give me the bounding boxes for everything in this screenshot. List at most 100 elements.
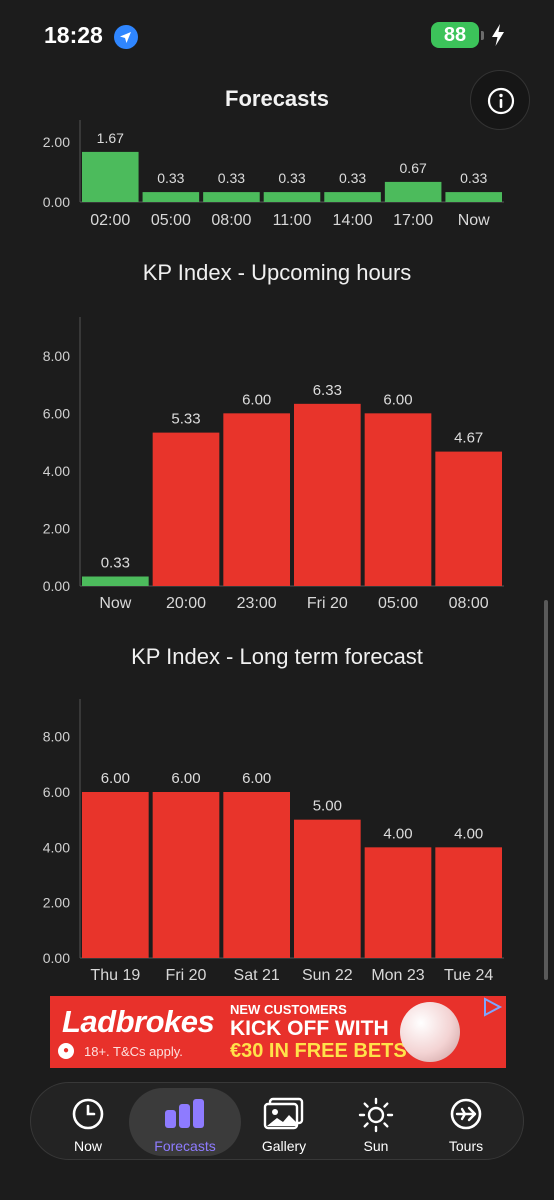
battery-indicator: 88 [431,22,479,48]
bar-value-label: 6.00 [242,391,271,408]
x-tick-label: Now [99,595,131,612]
y-tick-label: 0.00 [43,194,70,210]
bar [324,192,381,202]
bar-value-label: 6.33 [313,382,342,399]
bar-value-label: 6.00 [101,770,130,787]
status-time: 18:28 [44,22,103,48]
charging-bolt-icon [490,23,506,52]
clock-icon [72,1098,104,1130]
tab-label: Tours [448,1138,484,1154]
sun-icon [358,1097,394,1133]
x-tick-label: Fri 20 [307,595,348,612]
bar [142,192,200,202]
tab-now[interactable]: Now [39,1083,137,1161]
x-tick-label: Now [458,212,490,229]
tab-sun[interactable]: Sun [327,1083,425,1161]
x-tick-label: Sat 21 [234,967,280,984]
y-tick-label: 2.00 [43,520,70,536]
x-tick-label: Mon 23 [371,967,424,984]
bar-value-label: 1.67 [97,130,124,146]
bar [445,192,502,202]
tab-label: Now [73,1138,102,1154]
tab-forecasts[interactable]: Forecasts [129,1088,241,1156]
upcoming-hours-title: KP Index - Upcoming hours [142,260,412,285]
bar [364,413,432,586]
ad-brand-logo: Ladbrokes [62,1004,215,1039]
bar [435,451,502,586]
bar-value-label: 4.67 [454,430,483,447]
scrollbar[interactable] [544,600,548,980]
ad-offer: €30 IN FREE BETS [230,1040,407,1062]
ad-age-icon: ● [58,1043,74,1059]
x-tick-label: 08:00 [449,595,489,612]
airplane-icon [450,1098,482,1130]
bar [152,432,220,586]
bar-value-label: 0.33 [339,170,366,186]
tab-label: Forecasts [154,1138,216,1154]
x-tick-label: Fri 20 [166,967,207,984]
bar [82,792,149,958]
bar-value-label: 6.00 [171,770,200,787]
bar-value-label: 0.33 [278,170,305,186]
x-tick-label: 11:00 [273,212,312,229]
y-tick-label: 0.00 [43,950,70,966]
bar-value-label: 5.00 [313,798,342,815]
bar-value-label: 4.00 [454,825,483,842]
bar [364,847,432,958]
tab-bar: Now Forecasts Gallery Sun [30,1082,524,1160]
tab-gallery[interactable]: Gallery [235,1083,333,1161]
bar [294,819,361,958]
y-tick-label: 6.00 [43,784,70,800]
bar-chart-icon [165,1099,204,1128]
y-tick-label: 2.00 [43,895,70,911]
ad-banner[interactable]: Ladbrokes ● 18+. T&Cs apply. NEW CUSTOME… [50,996,506,1068]
bar-value-label: 0.67 [400,160,427,176]
football-image [400,1002,460,1062]
x-tick-label: 23:00 [237,595,277,612]
ad-headline: KICK OFF WITH [230,1017,389,1040]
bar-value-label: 0.33 [460,170,487,186]
bar [82,151,139,202]
info-button[interactable] [470,70,530,130]
info-icon [487,87,515,115]
tab-label: Gallery [261,1138,307,1154]
bar-value-label: 0.33 [157,170,184,186]
y-tick-label: 4.00 [43,463,70,479]
ad-headline-small: NEW CUSTOMERS [230,1002,347,1017]
bar-value-label: 4.00 [383,825,412,842]
upcoming-hours-chart: 0.00 2.00 4.00 6.00 8.00 0.33 Now 5.33 20:00 6.00… [43,317,504,612]
bar-value-label: 0.33 [218,170,245,186]
ad-terms: 18+. T&Cs apply. [84,1044,183,1059]
y-tick-label: 6.00 [43,405,70,421]
battery-tip [481,31,484,40]
y-tick-label: 8.00 [43,348,70,364]
x-tick-label: 05:00 [151,212,191,229]
bar-value-label: 0.33 [101,555,130,572]
bar [263,192,321,202]
gallery-icon [263,1097,304,1130]
bar-value-label: 6.00 [242,770,271,787]
x-tick-label: Sun 22 [302,967,353,984]
kp-history-chart: 0.00 2.00 1.67 02:00 0.33 05:00 0.33 08:00 0.33 1… [43,120,504,229]
y-tick-label: 4.00 [43,839,70,855]
bar-value-label: 5.33 [171,411,200,428]
bar-value-label: 6.00 [383,391,412,408]
x-tick-label: 08:00 [211,212,251,229]
tab-tours[interactable]: Tours [417,1083,515,1161]
tab-label: Sun [363,1138,389,1154]
bar [203,192,260,202]
bar [223,413,290,586]
x-tick-label: 20:00 [166,595,206,612]
x-tick-label: 17:00 [393,212,433,229]
x-tick-label: Thu 19 [90,967,140,984]
x-tick-label: Tue 24 [444,967,493,984]
ad-choices-icon[interactable] [480,996,504,1023]
bar [152,792,220,958]
long-term-title: KP Index - Long term forecast [131,644,423,669]
y-tick-label: 8.00 [43,729,70,745]
bar [384,181,442,202]
x-tick-label: 14:00 [333,212,373,229]
y-tick-label: 2.00 [43,134,70,150]
x-tick-label: 05:00 [378,595,418,612]
long-term-chart: 0.00 2.00 4.00 6.00 8.00 6.00 Thu 19 6.00 Fri 20… [43,699,504,984]
